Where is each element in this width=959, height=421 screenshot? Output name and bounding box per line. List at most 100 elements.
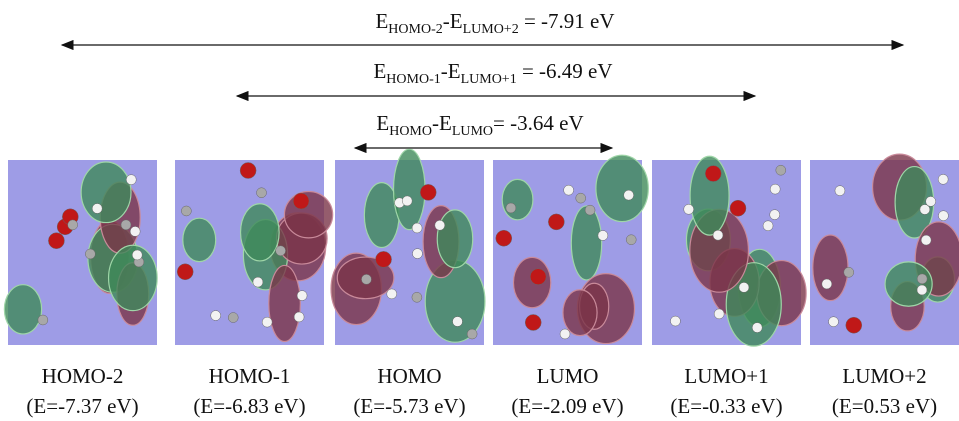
atom <box>822 279 832 289</box>
atom <box>228 313 238 323</box>
gap-e: E <box>373 59 386 83</box>
gap-sep: -E <box>443 9 463 33</box>
orbital-lobe <box>502 179 533 219</box>
atom <box>684 204 694 214</box>
gap-label: EHOMO-2-ELUMO+2 = -7.91 eV <box>375 9 614 37</box>
atom <box>548 214 564 230</box>
atom <box>132 250 142 260</box>
orbital-lobe <box>885 262 932 306</box>
atom <box>829 317 839 327</box>
gap-from: HOMO <box>389 124 432 139</box>
atom <box>48 233 64 249</box>
atom <box>294 312 304 322</box>
atom <box>276 246 286 256</box>
orbital-name: HOMO-2 <box>42 364 124 388</box>
orbital-lobe <box>513 257 550 307</box>
atom <box>92 203 102 213</box>
gap-sep: -E <box>441 59 461 83</box>
orbital-lobe <box>269 265 301 341</box>
atom <box>585 205 595 215</box>
gap-e: E <box>376 111 389 135</box>
orbital-lobe <box>183 218 216 261</box>
atom <box>560 329 570 339</box>
atom <box>453 317 463 327</box>
atom <box>713 230 723 240</box>
atom <box>921 235 931 245</box>
atom <box>387 289 397 299</box>
atom <box>181 206 191 216</box>
orbital-name: HOMO <box>377 364 441 388</box>
gap-e: E <box>375 9 388 33</box>
atom <box>376 251 392 267</box>
orbital-panel <box>652 156 806 346</box>
atom <box>496 230 512 246</box>
orbital-lobe <box>241 204 280 261</box>
orbital-panel <box>331 149 485 345</box>
atom <box>68 220 78 230</box>
gap-value: = -3.64 eV <box>493 111 584 135</box>
atom <box>293 193 309 209</box>
orbital-name: LUMO <box>537 364 599 388</box>
orbital-energy: (E=0.53 eV) <box>832 394 937 418</box>
atom <box>467 329 477 339</box>
atom <box>412 223 422 233</box>
orbital-energy: (E=-5.73 eV) <box>353 394 465 418</box>
gap-from: HOMO-2 <box>388 22 442 37</box>
atom <box>598 230 608 240</box>
atom <box>938 174 948 184</box>
orbital-panel <box>4 160 157 345</box>
orbital-lobe <box>4 285 41 334</box>
atom <box>752 323 762 333</box>
atom <box>121 220 131 230</box>
gap-sep: -E <box>432 111 452 135</box>
atom <box>776 165 786 175</box>
atom <box>705 166 721 182</box>
orbital-panel <box>175 160 333 345</box>
orbital-name: LUMO+2 <box>842 364 926 388</box>
atom <box>85 249 95 259</box>
atom <box>739 282 749 292</box>
atom <box>576 193 586 203</box>
orbital-lobe <box>563 290 597 336</box>
gap-to: LUMO+2 <box>463 22 519 37</box>
atom <box>240 162 256 178</box>
orbital-energy: (E=-6.83 eV) <box>193 394 305 418</box>
atom <box>361 274 371 284</box>
orbital-lobe <box>437 210 473 268</box>
orbital-lobe <box>596 155 648 221</box>
atom <box>846 317 862 333</box>
orbital-name: HOMO-1 <box>209 364 291 388</box>
atom <box>402 196 412 206</box>
atom <box>714 309 724 319</box>
atom <box>262 317 272 327</box>
atom <box>770 184 780 194</box>
gap-label: EHOMO-ELUMO= -3.64 eV <box>376 111 583 139</box>
orbital-panel <box>493 155 648 345</box>
orbital-lobe <box>813 235 848 301</box>
orbital-lobe <box>394 149 426 229</box>
atom <box>506 203 516 213</box>
atom <box>844 267 854 277</box>
atom <box>926 196 936 206</box>
gap-label: EHOMO-1-ELUMO+1 = -6.49 eV <box>373 59 612 87</box>
orbital-energy: (E=-2.09 eV) <box>511 394 623 418</box>
atom <box>624 190 634 200</box>
atom <box>435 220 445 230</box>
atom <box>177 264 193 280</box>
atom <box>297 291 307 301</box>
atom <box>253 277 263 287</box>
gap-value: = -7.91 eV <box>519 9 615 33</box>
orbital-panel <box>810 154 959 345</box>
figure: EHOMO-2-ELUMO+2 = -7.91 eVEHOMO-1-ELUMO+… <box>0 0 959 421</box>
atom <box>835 186 845 196</box>
atom <box>211 311 221 321</box>
gap-to: LUMO <box>452 124 493 139</box>
atom <box>525 314 541 330</box>
orbital-energy: (E=-0.33 eV) <box>670 394 782 418</box>
gap-from: HOMO-1 <box>386 72 440 87</box>
atom <box>770 210 780 220</box>
atom <box>412 292 422 302</box>
orbital-energy: (E=-7.37 eV) <box>26 394 138 418</box>
orbital-lobe <box>571 206 601 280</box>
gap-value: = -6.49 eV <box>517 59 613 83</box>
